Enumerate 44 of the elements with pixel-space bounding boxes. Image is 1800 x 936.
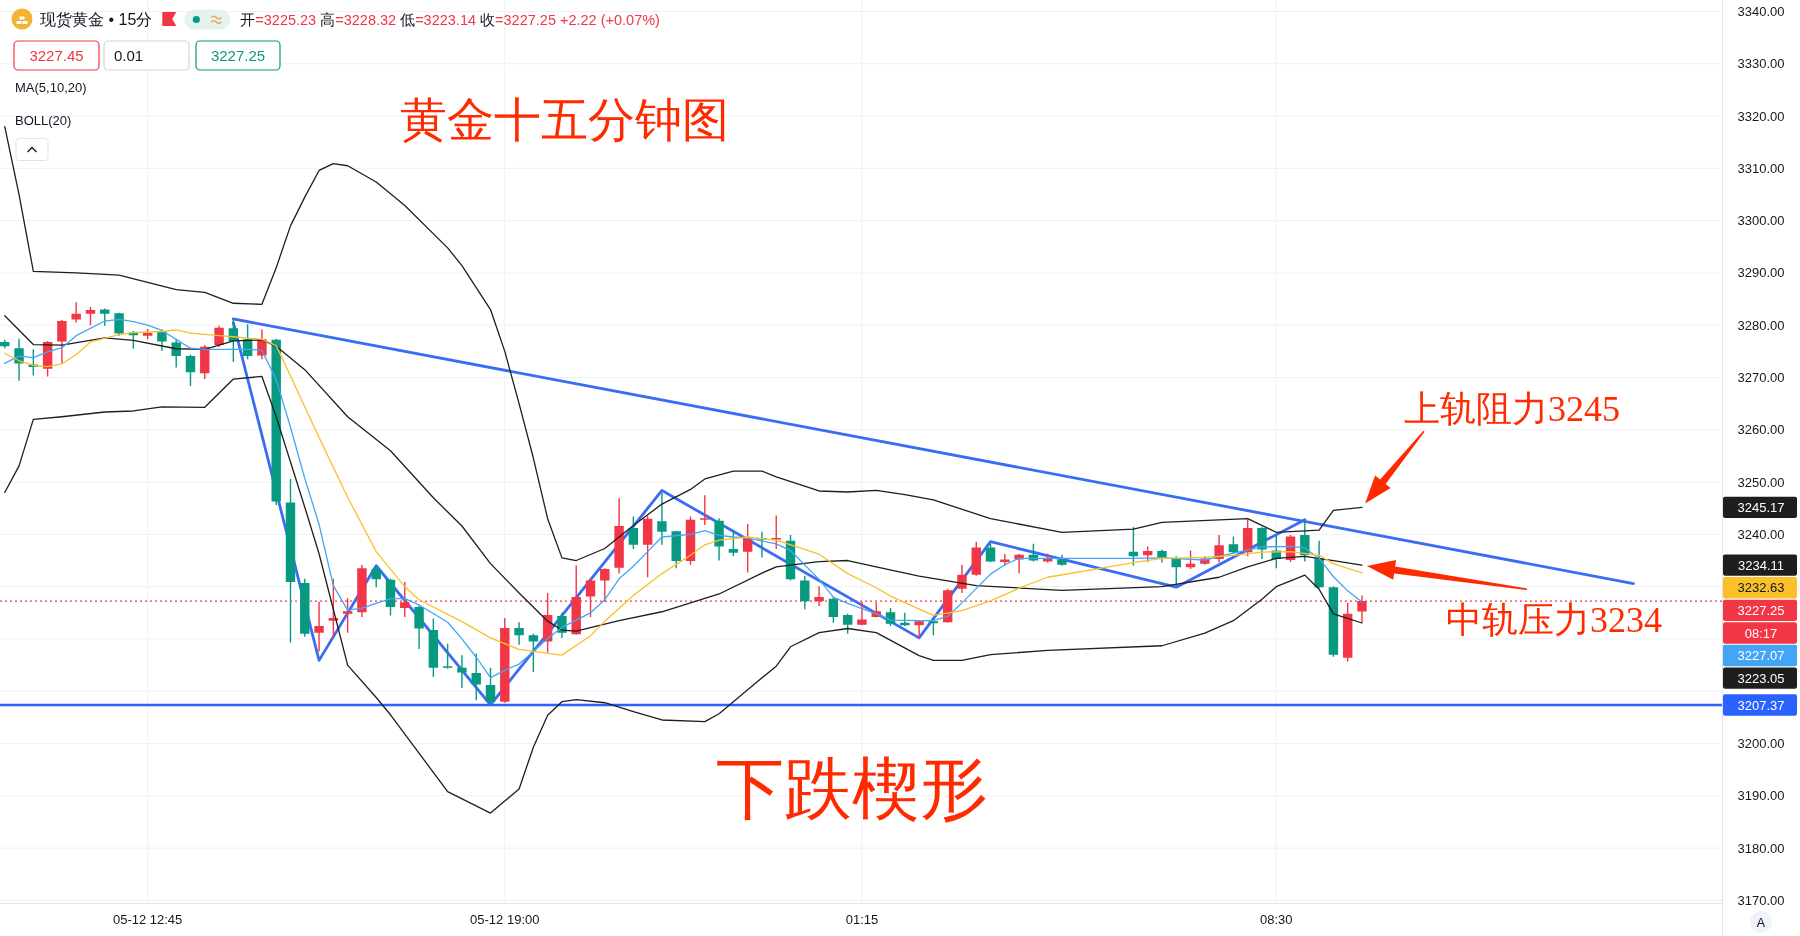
y-tick-label: 3200.00 [1737, 736, 1785, 752]
y-tick-label: 3320.00 [1737, 108, 1785, 124]
y-tick-label: 3260.00 [1737, 422, 1785, 438]
ref-line-label: 3207.37 [1737, 697, 1785, 713]
ref-line-label: 3227.25 [1737, 602, 1785, 618]
price-tag: 3245.17 [1723, 496, 1797, 519]
annotation: 中轨压力3234 [1445, 600, 1662, 641]
y-tick-label: 3190.00 [1737, 788, 1785, 804]
y-tick-label: 3330.00 [1737, 56, 1785, 72]
y-tick-label: 3250.00 [1737, 474, 1785, 490]
y-tick-label: 3170.00 [1737, 892, 1785, 908]
y-tick-label: 3180.00 [1737, 840, 1785, 856]
x-tick-label: 01:15 [845, 912, 879, 927]
annotation: BOLL(20) [15, 113, 72, 128]
annotation: MA(5,10,20) [15, 80, 87, 95]
price-tag: 3234.11 [1723, 554, 1797, 576]
y-tick-label: 3280.00 [1737, 317, 1785, 333]
y-tick-label: 3270.00 [1737, 370, 1785, 386]
price-tag: 3207.37 [1723, 694, 1797, 716]
annotation: 0.01 [114, 47, 144, 64]
y-tick-label: 3300.00 [1737, 213, 1785, 229]
price-tag: 3232.63 [1723, 577, 1797, 599]
auto-scale-button: A [1750, 911, 1772, 933]
y-tick-label: 3240.00 [1737, 526, 1785, 542]
y-tick-label: 3340.00 [1737, 4, 1785, 19]
x-tick-label: 05-12 19:00 [470, 912, 540, 927]
annotation: 3227.25 [210, 47, 266, 64]
x-tick-label: 08:30 [1259, 912, 1293, 927]
price-box: 0.01 [103, 40, 190, 71]
price-tag: 3227.07 [1723, 644, 1797, 667]
annotation: 下跌楔形 [716, 750, 988, 826]
price-tag: 08:17 [1723, 622, 1797, 644]
y-tick-label: 3310.00 [1737, 160, 1785, 176]
price-tag: 3223.05 [1723, 667, 1797, 689]
annotation: 开=3225.23 高=3228.32 低=3223.14 收=3227.25 +2.22 (+0.07%) [240, 12, 660, 28]
annotation: 3227.45 [29, 47, 84, 64]
x-tick-label: 05-12 12:45 [112, 912, 183, 927]
price-box: 3227.25 [195, 40, 281, 71]
text: 现货黄金 • 15分 [40, 11, 153, 28]
text: 黄金十五分钟图 [399, 93, 729, 146]
price-tag: 3227.25 [1723, 599, 1797, 622]
annotation: 上轨阻力3245 [1403, 389, 1620, 430]
price-box: 3227.45 [13, 40, 100, 71]
y-tick-label: 3290.00 [1737, 265, 1785, 281]
